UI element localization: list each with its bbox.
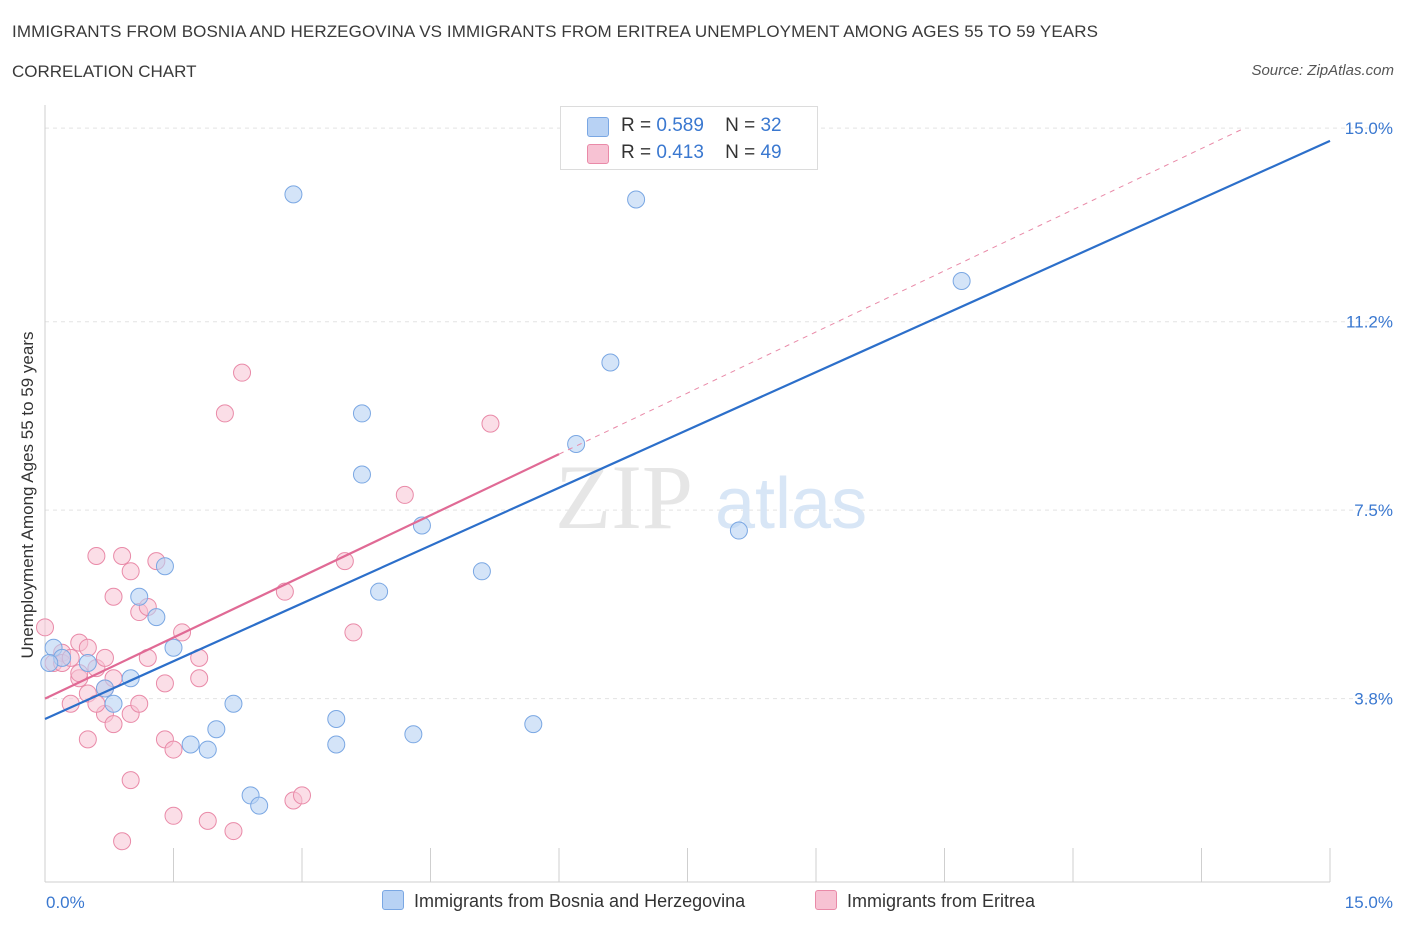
tick-labels: 3.8% 7.5% 11.2% 15.0% 0.0% 15.0% [46, 119, 1393, 912]
bosnia-point [155, 557, 174, 576]
bosnia-point [567, 434, 586, 453]
eritrea-point [233, 363, 252, 382]
eritrea-swatch [587, 144, 609, 164]
eritrea-point [344, 623, 363, 642]
bosnia-point [327, 710, 346, 729]
eritrea-trend-line [44, 453, 560, 700]
bosnia-point [284, 185, 303, 204]
bosnia-point [198, 740, 217, 759]
watermark: ZIP atlas [555, 446, 867, 548]
eritrea-point [164, 806, 183, 825]
bosnia-point [627, 190, 646, 209]
eritrea-point [121, 562, 140, 581]
eritrea-point [113, 547, 132, 566]
bosnia-point [40, 653, 59, 672]
bosnia-point [164, 638, 183, 657]
n-label: N = [725, 142, 756, 163]
correlation-legend: R = 0.589 N = 32 R = 0.413 N = 49 [560, 106, 818, 170]
bosnia-point [729, 521, 748, 540]
eritrea-point [104, 587, 123, 606]
bosnia-point [352, 465, 371, 484]
eritrea-point [113, 832, 132, 851]
eritrea-point [121, 771, 140, 790]
bosnia-swatch [587, 117, 609, 137]
chart-title: IMMIGRANTS FROM BOSNIA AND HERZEGOVINA V… [12, 22, 1099, 41]
y-tick-label: 11.2% [1346, 313, 1393, 332]
bosnia-point [78, 653, 97, 672]
eritrea-point [95, 648, 114, 667]
bosnia-point [327, 735, 346, 754]
watermark-zip: ZIP [555, 446, 693, 548]
eritrea-point [224, 822, 243, 841]
eritrea-legend-swatch [815, 890, 837, 910]
y-axis-label: Unemployment Among Ages 55 to 59 years [18, 331, 37, 659]
source-credit: Source: ZipAtlas.com [1251, 62, 1394, 79]
eritrea-point [155, 674, 174, 693]
n-value-eritrea: 49 [760, 142, 782, 163]
r-value-bosnia: 0.589 [656, 115, 704, 136]
grid-lines [45, 127, 1390, 700]
trend-lines [44, 127, 1331, 721]
legend-item-bosnia: Immigrants from Bosnia and Herzegovina [382, 890, 745, 912]
bosnia-point [104, 694, 123, 713]
bosnia-point [952, 271, 971, 290]
eritrea-point [395, 485, 414, 504]
bosnia-legend-swatch [382, 890, 404, 910]
y-tick-label: 7.5% [1354, 501, 1393, 520]
bosnia-point [472, 562, 491, 581]
eritrea-point [164, 740, 183, 759]
eritrea-point [198, 811, 217, 830]
bosnia-point [224, 694, 243, 713]
eritrea-trend-extension [558, 127, 1245, 455]
bosnia-point [524, 715, 543, 734]
x-tick-label: 15.0% [1345, 893, 1393, 912]
eritrea-point [190, 669, 209, 688]
eritrea-point [78, 730, 97, 749]
n-label: N = [725, 115, 756, 136]
y-tick-label: 3.8% [1354, 690, 1393, 709]
r-label: R = [621, 142, 652, 163]
bosnia-point [130, 587, 149, 606]
eritrea-point [87, 547, 106, 566]
legend-label-bosnia: Immigrants from Bosnia and Herzegovina [414, 891, 746, 911]
bosnia-point [370, 582, 389, 601]
legend-label-eritrea: Immigrants from Eritrea [847, 891, 1036, 911]
y-tick-label: 15.0% [1345, 119, 1393, 138]
n-value-bosnia: 32 [760, 115, 782, 136]
axes [44, 105, 1331, 883]
eritrea-point [104, 715, 123, 734]
bosnia-point [601, 353, 620, 372]
eritrea-point [36, 618, 54, 637]
bosnia-point [181, 735, 200, 754]
chart-subtitle: CORRELATION CHART [12, 62, 197, 81]
r-value-eritrea: 0.413 [656, 142, 704, 163]
eritrea-points [36, 363, 500, 851]
r-label: R = [621, 115, 652, 136]
x-tick-label: 0.0% [46, 893, 85, 912]
eritrea-point [293, 786, 311, 805]
legend-item-eritrea: Immigrants from Eritrea [815, 890, 1035, 912]
eritrea-point [130, 694, 149, 713]
bosnia-point [250, 796, 269, 815]
eritrea-point [215, 404, 234, 423]
eritrea-point [481, 414, 500, 433]
bosnia-point [404, 725, 423, 744]
bosnia-point [147, 608, 166, 627]
bosnia-point [352, 404, 371, 423]
bosnia-point [207, 720, 226, 739]
bosnia-points [40, 185, 971, 815]
eritrea-point [78, 638, 97, 657]
bosnia-trend-line [44, 139, 1331, 721]
